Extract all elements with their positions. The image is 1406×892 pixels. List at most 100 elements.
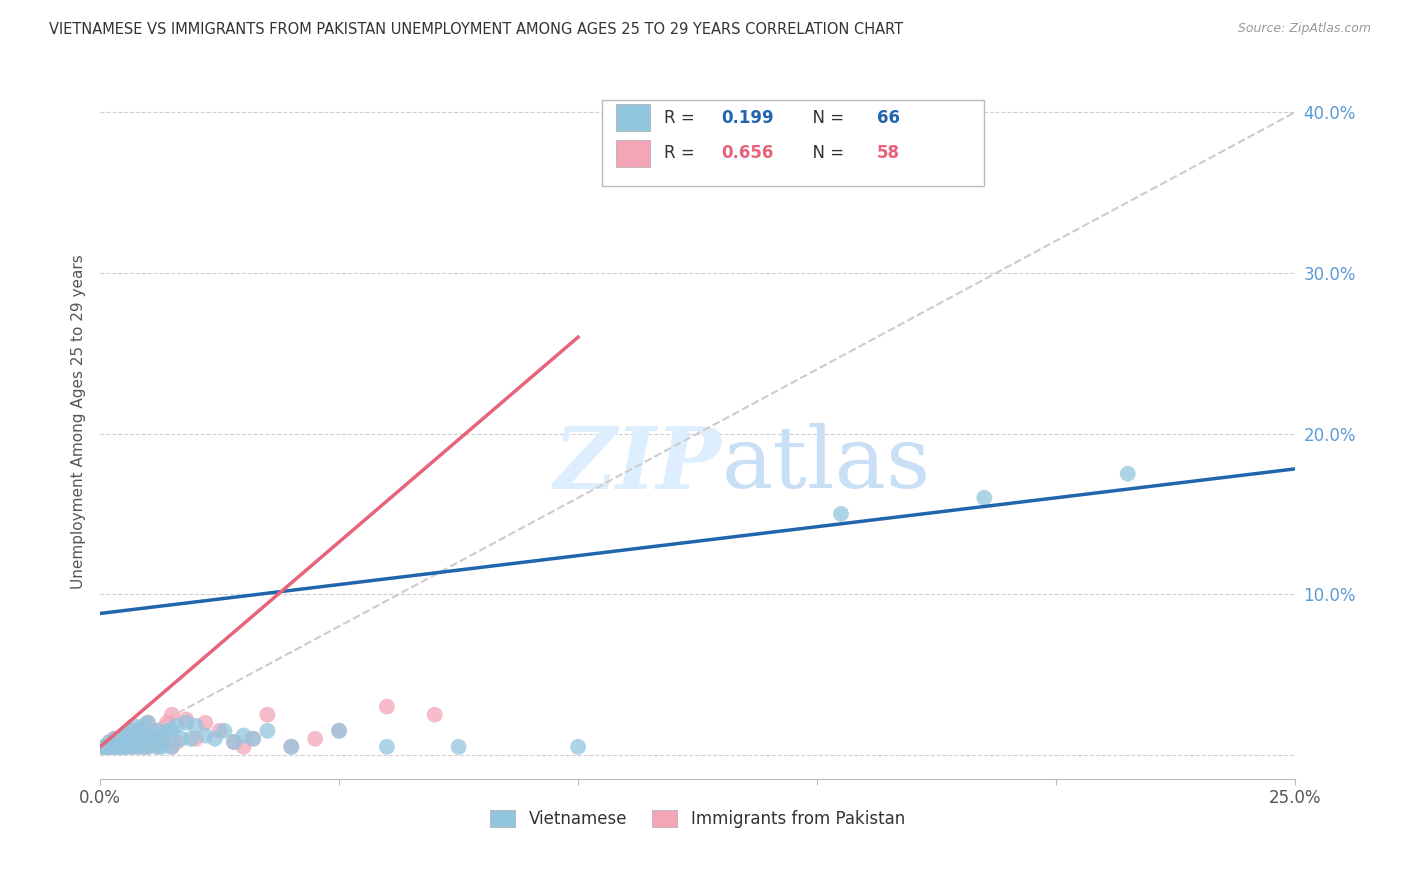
Text: atlas: atlas [721,423,931,506]
Point [174,715,197,730]
Text: VIETNAMESE VS IMMIGRANTS FROM PAKISTAN UNEMPLOYMENT AMONG AGES 25 TO 29 YEARS CO: VIETNAMESE VS IMMIGRANTS FROM PAKISTAN U… [49,22,903,37]
Point [108,739,131,754]
Point [160,723,183,738]
Point [1116,467,1139,481]
Point [174,713,197,727]
Point [304,731,326,746]
Point [108,739,131,754]
Point [328,723,350,738]
Point [375,739,398,754]
Legend: Vietnamese, Immigrants from Pakistan: Vietnamese, Immigrants from Pakistan [484,804,911,835]
Point [108,735,131,749]
Point [280,739,302,754]
Point [108,731,131,746]
Point [127,739,149,754]
Point [136,731,159,746]
Point [132,719,155,733]
Point [194,729,217,743]
Point [94,739,117,754]
Point [118,729,141,743]
Point [142,729,165,743]
Point [150,739,173,754]
Point [108,735,131,749]
Point [98,739,121,754]
Point [103,731,125,746]
Point [184,719,207,733]
Point [256,707,278,722]
Point [328,723,350,738]
Point [122,729,145,743]
Point [112,729,135,743]
Point [166,735,188,749]
Point [108,739,131,754]
Point [208,723,231,738]
Text: 0.199: 0.199 [721,109,775,127]
Point [280,739,302,754]
Point [108,739,131,754]
Point [156,715,179,730]
Point [112,739,135,754]
Text: R =: R = [664,145,700,162]
Point [136,739,159,754]
Point [112,739,135,754]
Point [973,491,995,505]
Point [136,715,159,730]
Point [136,715,159,730]
Point [180,731,202,746]
Point [127,739,149,754]
FancyBboxPatch shape [602,100,984,186]
Y-axis label: Unemployment Among Ages 25 to 29 years: Unemployment Among Ages 25 to 29 years [72,254,86,589]
Point [232,729,254,743]
Point [94,739,117,754]
Point [127,731,149,746]
Point [146,739,169,754]
Point [112,735,135,749]
Point [112,739,135,754]
Point [142,731,165,746]
FancyBboxPatch shape [616,140,650,167]
Point [98,739,121,754]
Text: 66: 66 [877,109,900,127]
Point [108,731,131,746]
Point [156,723,179,738]
Point [103,739,125,754]
Text: ZIP: ZIP [554,423,721,506]
Point [98,735,121,749]
Point [567,739,589,754]
Point [103,739,125,754]
Point [118,739,141,754]
Point [242,731,264,746]
Point [127,723,149,738]
Point [112,738,135,752]
Text: 58: 58 [877,145,900,162]
Point [122,739,145,754]
Point [94,739,117,754]
Point [447,739,470,754]
Point [94,739,117,754]
Point [170,731,193,746]
Point [118,735,141,749]
Text: Source: ZipAtlas.com: Source: ZipAtlas.com [1237,22,1371,36]
Point [118,723,141,738]
Point [112,739,135,754]
Point [103,735,125,749]
Point [122,719,145,733]
Point [232,739,254,754]
Point [94,739,117,754]
Point [136,731,159,746]
Point [103,739,125,754]
Text: 0.656: 0.656 [721,145,773,162]
Text: N =: N = [801,145,849,162]
Point [112,731,135,746]
Point [375,699,398,714]
Point [98,739,121,754]
Point [112,735,135,749]
Point [146,723,169,738]
Point [146,739,169,754]
Text: N =: N = [801,109,849,127]
Point [256,723,278,738]
Point [98,735,121,749]
Point [184,731,207,746]
Point [150,731,173,746]
Point [94,739,117,754]
